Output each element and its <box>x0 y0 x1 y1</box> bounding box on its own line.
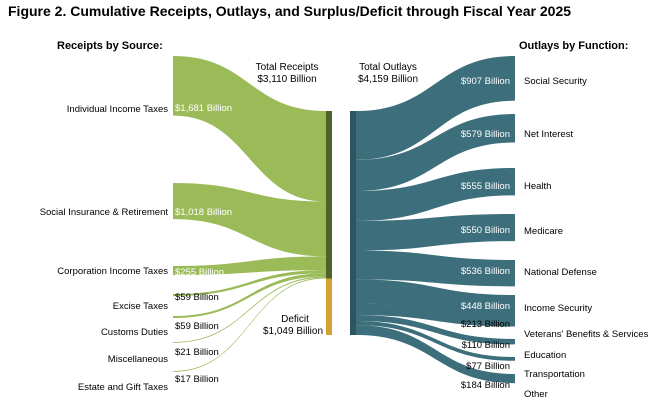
figure-title: Figure 2. Cumulative Receipts, Outlays, … <box>8 3 572 19</box>
outlay-label-education: Education <box>524 350 566 361</box>
flow-income-security <box>356 279 515 318</box>
flow-social-security <box>356 56 515 160</box>
receipt-value-excise-taxes: $59 Billion <box>175 292 219 303</box>
flow-individual-income-taxes <box>173 56 326 202</box>
deficit-label: Deficit <box>281 314 309 325</box>
flow-national-defense <box>356 250 515 287</box>
outlay-label-income-security: Income Security <box>524 303 592 314</box>
receipt-label-excise-taxes: Excise Taxes <box>113 301 169 312</box>
receipt-label-estate-and-gift-taxes: Estate and Gift Taxes <box>78 382 168 393</box>
outlay-flows <box>356 56 515 384</box>
diagram-labels: Individual Income Taxes $1,681 Billion Soc… <box>40 40 649 400</box>
receipt-label-miscellaneous: Miscellaneous <box>108 354 168 365</box>
receipt-value-estate-and-gift-taxes: $17 Billion <box>175 374 219 385</box>
outlay-value-social-security: $907 Billion <box>461 76 510 87</box>
receipts-total-bar <box>326 111 332 279</box>
total-receipts-label: Total Receipts <box>256 62 319 73</box>
outlay-label-national-defense: National Defense <box>524 267 597 278</box>
flow-excise-taxes <box>173 270 326 297</box>
outlay-value-other: $184 Billion <box>461 380 510 391</box>
outlay-label-other: Other <box>524 389 548 400</box>
flow-net-interest <box>356 114 515 192</box>
outlay-value-medicare: $550 Billion <box>461 225 510 236</box>
receipt-flows <box>173 56 326 372</box>
outlay-value-health: $555 Billion <box>461 181 510 192</box>
flow-estate-and-gift-taxes <box>173 277 326 372</box>
receipt-label-customs-duties: Customs Duties <box>101 327 168 338</box>
outlay-value-transportation: $77 Billion <box>466 361 510 372</box>
outlay-value-national-defense: $536 Billion <box>461 266 510 277</box>
outlay-value-net-interest: $579 Billion <box>461 129 510 140</box>
receipt-label-individual-income-taxes: Individual Income Taxes <box>67 104 168 115</box>
deficit-value: $1,049 Billion <box>263 326 323 337</box>
receipt-value-social-insurance-and-retirement: $1,018 Billion <box>175 207 232 218</box>
total-outlays-value: $4,159 Billion <box>358 74 418 85</box>
deficit-bar <box>326 278 332 335</box>
flow-medicare <box>356 214 515 251</box>
flow-social-insurance-and-retirement <box>173 183 326 257</box>
flow-other <box>356 325 515 384</box>
receipt-value-corporation-income-taxes: $255 Billion <box>175 267 224 278</box>
receipt-value-customs-duties: $59 Billion <box>175 321 219 332</box>
receipts-header: Receipts by Source: <box>57 40 163 52</box>
receipt-value-miscellaneous: $21 Billion <box>175 347 219 358</box>
total-bars <box>326 111 356 335</box>
receipt-label-social-insurance-and-retirement: Social Insurance & Retirement <box>40 207 169 218</box>
outlay-value-income-security: $448 Billion <box>461 301 510 312</box>
outlay-value-education: $110 Billion <box>462 340 510 351</box>
flow-transportation <box>356 320 515 361</box>
outlay-value-veterans-benefits-and-services: $213 Billion <box>461 319 510 330</box>
outlay-label-health: Health <box>524 181 551 192</box>
outlay-label-net-interest: Net Interest <box>524 129 573 140</box>
flow-veterans-benefits-and-services <box>356 303 515 327</box>
outlays-total-bar <box>350 111 356 335</box>
flow-education <box>356 315 515 345</box>
flow-health <box>356 168 515 221</box>
total-receipts-value: $3,110 Billion <box>257 74 316 85</box>
outlay-label-social-security: Social Security <box>524 76 587 87</box>
receipt-label-corporation-income-taxes: Corporation Income Taxes <box>57 266 168 277</box>
outlay-label-veterans-benefits-and-services: Veterans' Benefits & Services <box>524 329 649 340</box>
flow-corporation-income-taxes <box>173 256 326 276</box>
flow-miscellaneous <box>173 276 326 343</box>
outlays-header: Outlays by Function: <box>519 40 628 52</box>
outlay-label-medicare: Medicare <box>524 226 563 237</box>
total-outlays-label: Total Outlays <box>359 62 417 73</box>
flow-customs-duties <box>173 273 326 319</box>
receipt-value-individual-income-taxes: $1,681 Billion <box>175 103 232 114</box>
outlay-label-transportation: Transportation <box>524 369 585 380</box>
